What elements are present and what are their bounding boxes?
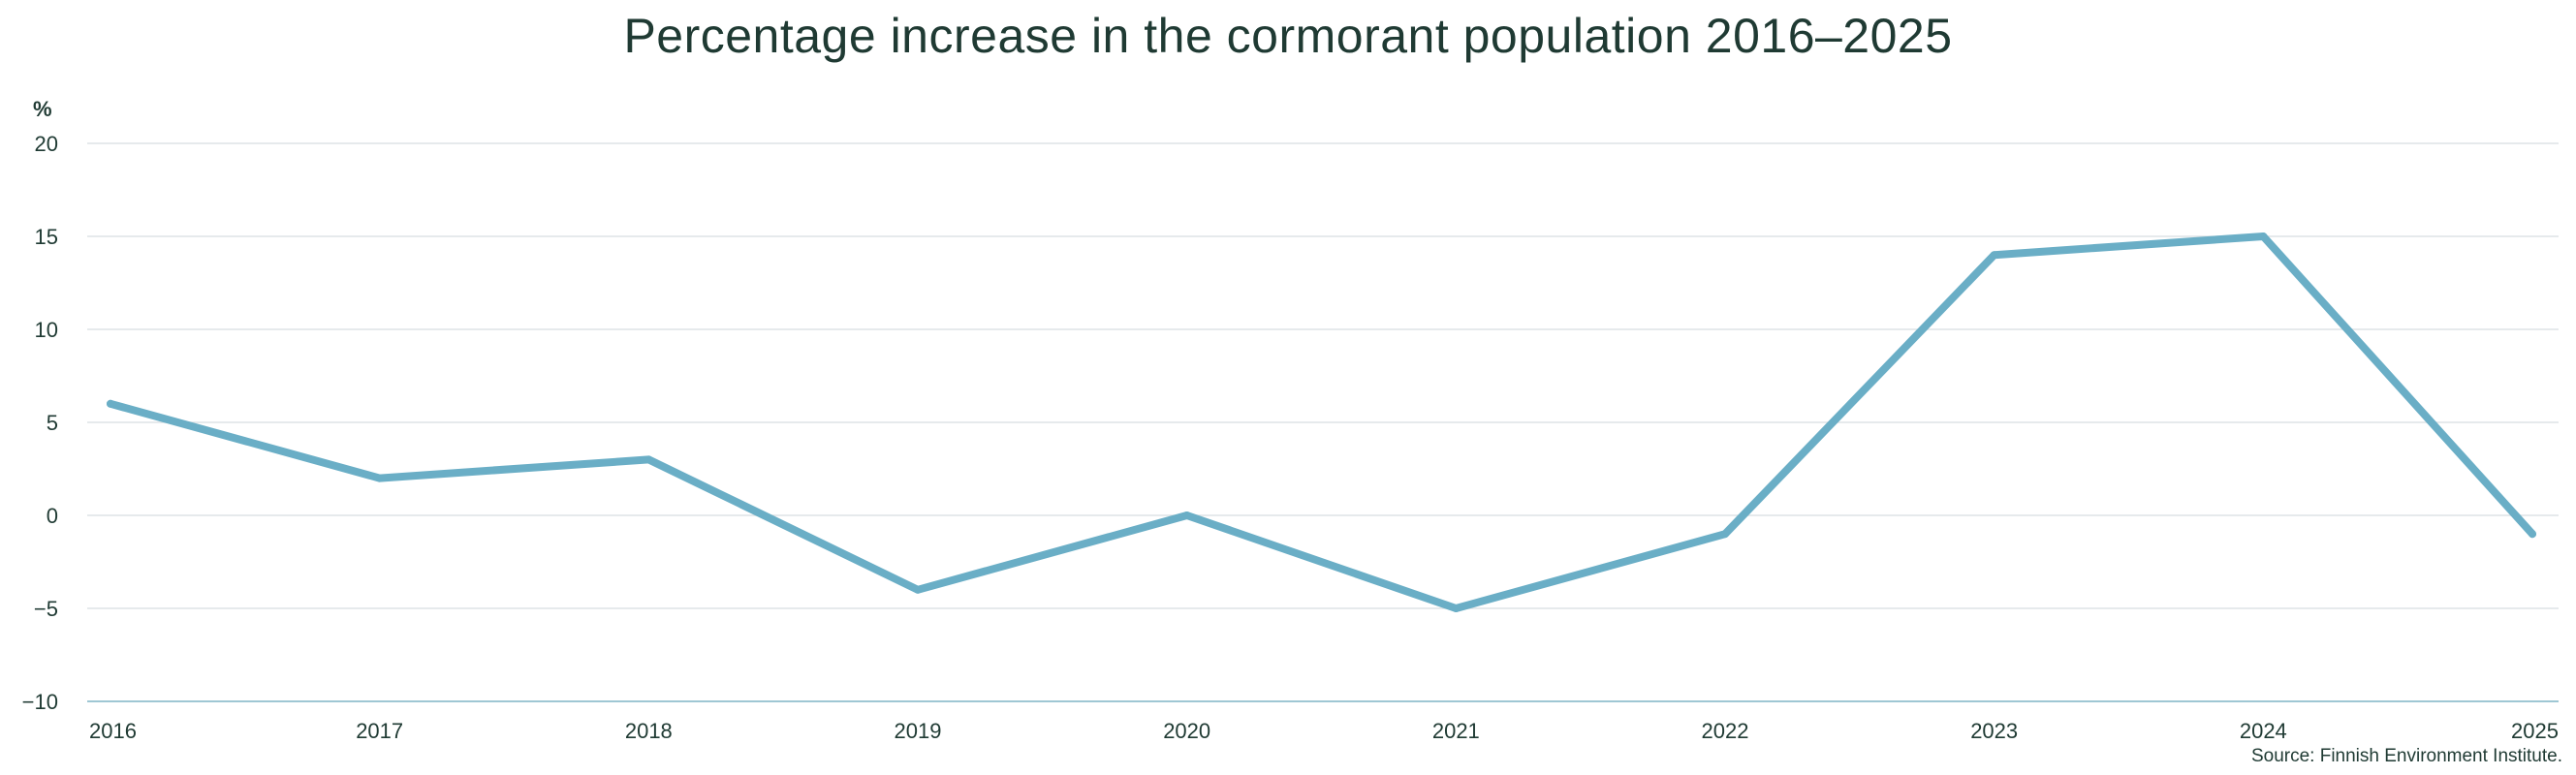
x-tick-label: 2019 [895,719,942,743]
data-point [375,474,384,482]
y-tick-label: 15 [35,225,58,249]
y-axis-ticks: 20 15 10 5 0 −5 −10 [22,132,58,714]
x-tick-label: 2020 [1163,719,1210,743]
x-tick-label: 2021 [1432,719,1480,743]
y-tick-label: 20 [35,132,58,156]
source-note: Source: Finnish Environment Institute. [2250,746,2562,766]
data-point [644,455,653,464]
x-tick-label: 2017 [356,719,403,743]
data-point [2259,232,2268,240]
x-tick-label: 2022 [1702,719,1749,743]
data-point [1990,251,1998,260]
x-tick-label: 2024 [2240,719,2287,743]
x-tick-label: 2025 [2511,719,2559,743]
x-tick-label: 2023 [1970,719,2018,743]
data-point [1182,512,1191,519]
data-point [107,399,114,408]
y-tick-label: 10 [35,318,58,342]
grid-lines [87,142,2559,702]
y-tick-label: 0 [47,504,58,528]
x-tick-label: 2016 [89,719,137,743]
data-point [2529,530,2536,539]
data-point [1721,530,1729,539]
data-point [914,585,922,594]
x-axis-ticks: 2016 2017 2018 2019 2020 2021 2022 2023 2024 2025 [89,719,2559,743]
chart-title: Percentage increase in the cormorant pop… [623,9,1953,63]
x-tick-label: 2018 [625,719,673,743]
y-tick-label: −10 [22,690,58,714]
series-line [107,232,2536,612]
series-layer [107,232,2536,612]
data-point [1452,604,1461,612]
y-tick-label: 5 [47,411,58,435]
y-axis-unit-label: % [33,97,52,121]
y-tick-label: −5 [34,597,58,621]
